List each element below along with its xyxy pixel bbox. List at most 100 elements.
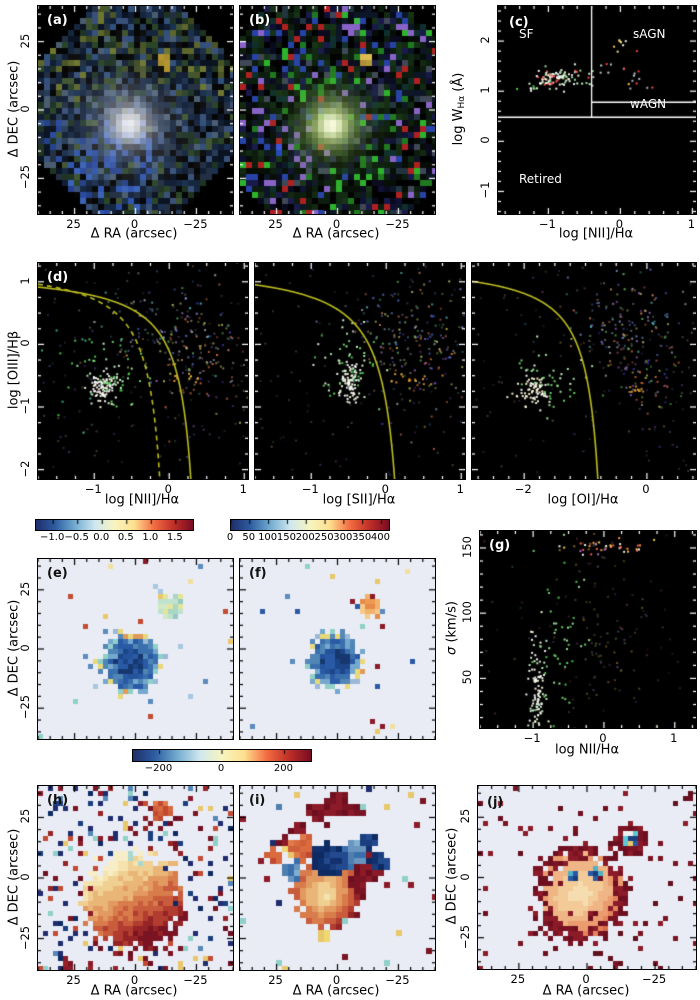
y-tick-label: 0 xyxy=(18,873,32,881)
x-tick-label: 0 xyxy=(582,972,590,986)
x-axis-label-c: log [NII]/Hα xyxy=(558,226,634,242)
panel-label-j: (j) xyxy=(487,795,504,810)
colorbar-tick-label: 0.0 xyxy=(93,532,110,543)
x-axis-label-a: Δ RA (arcsec) xyxy=(90,226,178,242)
x-tick-label: 0 xyxy=(130,217,139,231)
x-tick-label: −2 xyxy=(514,482,532,496)
x-tick-label: −25 xyxy=(385,217,410,231)
colorbar-tick-label: 1.0 xyxy=(142,532,159,543)
ylabel-c-main: log W xyxy=(451,108,466,146)
colorbar-tick-label: 0 xyxy=(226,532,234,543)
y-tick-label: 50 xyxy=(460,670,474,685)
panel-f-map-canvas xyxy=(239,558,436,740)
panel-label-g: (g) xyxy=(489,538,511,553)
colorbar-tick-label: 400 xyxy=(370,532,391,543)
panel-i-velocity-map-canvas xyxy=(239,785,436,971)
y-tick-label: 1 xyxy=(478,86,492,94)
colorbar-tick-label: 250 xyxy=(314,532,334,543)
region-label-sf: SF xyxy=(519,27,534,41)
colorbar-tick-label: 100 xyxy=(258,532,278,543)
x-tick-label: 0 xyxy=(615,217,624,231)
y-tick-label: 1 xyxy=(18,277,32,285)
colorbar-tick-label: 50 xyxy=(242,532,256,543)
colorbar-tick-label: 150 xyxy=(276,532,296,543)
panel-label-d: (d) xyxy=(47,270,69,285)
x-axis-label-d1: log [NII]/Hα xyxy=(104,492,180,508)
panel-d-bpt-sii-canvas xyxy=(254,262,466,480)
y-tick-label: −1 xyxy=(478,181,492,199)
colorbar-tick-label: −0.5 xyxy=(64,532,89,543)
colorbar-tick-label: 1.5 xyxy=(166,532,183,543)
ylabel-g-unit: (km/s) xyxy=(444,601,460,647)
x-tick-label: 25 xyxy=(268,973,283,987)
y-tick-label: 25 xyxy=(458,808,472,824)
panel-d-bpt-nii-canvas xyxy=(37,262,249,480)
panel-c-whan-diagram-canvas xyxy=(497,5,697,215)
x-tick-label: −1 xyxy=(523,731,541,745)
y-tick-label: −25 xyxy=(18,925,32,950)
y-tick-label: 0 xyxy=(18,644,32,652)
x-tick-label: 25 xyxy=(268,217,283,231)
x-axis-label-d3: log [OI]/Hα xyxy=(547,492,619,508)
y-tick-label: 0 xyxy=(458,872,472,881)
y-tick-label: 2 xyxy=(478,36,492,44)
y-tick-label: 0 xyxy=(478,136,492,144)
x-tick-label: 0 xyxy=(164,482,172,496)
x-tick-label: 1 xyxy=(670,731,678,745)
x-axis-label-d2: log [SII]/Hα xyxy=(322,492,396,508)
y-tick-label: 0 xyxy=(18,339,32,348)
x-tick-label: 25 xyxy=(510,972,526,986)
x-tick-label: −25 xyxy=(183,973,208,987)
x-tick-label: −25 xyxy=(183,217,208,231)
y-tick-label: −25 xyxy=(18,695,32,720)
colorbar-tick-label: 200 xyxy=(273,763,293,774)
x-tick-label: −1 xyxy=(301,482,319,496)
colorbar-tick-label: −1.0 xyxy=(40,532,65,543)
colorbar-f-canvas xyxy=(230,519,390,531)
colorbar-tick-label: 300 xyxy=(333,532,353,543)
x-axis-label-g: log NII/Hα xyxy=(554,742,620,758)
panel-label-e: (e) xyxy=(47,566,68,581)
x-tick-label: 25 xyxy=(66,217,81,231)
x-tick-label: 0 xyxy=(381,482,389,496)
x-axis-label-h: Δ RA (arcsec) xyxy=(90,983,178,999)
colorbar-tick-label: 0 xyxy=(217,763,225,774)
x-axis-label-b: Δ RA (arcsec) xyxy=(292,226,380,242)
x-tick-label: 0 xyxy=(332,217,341,231)
y-axis-label-g: σ (km/s) xyxy=(445,601,460,655)
ylabel-c-subscript: Hα xyxy=(457,95,467,109)
panel-e-map-canvas xyxy=(37,558,234,740)
panel-h-velocity-map-canvas xyxy=(37,785,234,971)
ylabel-g-sigma: σ xyxy=(444,646,460,655)
y-tick-label: −25 xyxy=(458,924,472,949)
y-tick-label: 25 xyxy=(18,581,32,597)
colorbar-tick-label: −200 xyxy=(144,763,173,774)
y-tick-label: −25 xyxy=(18,165,32,190)
x-axis-label-i: Δ RA (arcsec) xyxy=(292,983,380,999)
y-tick-label: 25 xyxy=(18,809,32,824)
panel-d-bpt-oi-canvas xyxy=(471,262,697,480)
x-tick-label: 0 xyxy=(642,482,650,496)
panel-label-i: (i) xyxy=(249,793,266,808)
x-tick-label: −25 xyxy=(385,973,410,987)
panel-label-f: (f) xyxy=(249,566,267,581)
colorbar-velocity-canvas xyxy=(132,749,312,762)
panel-label-b: (b) xyxy=(249,13,271,28)
region-label-wagn: wAGN xyxy=(630,97,667,111)
colorbar-tick-label: 0.5 xyxy=(117,532,134,543)
panel-j-velocity-map-canvas xyxy=(477,785,697,970)
y-tick-label: 100 xyxy=(460,601,474,624)
region-label-sagn: sAGN xyxy=(633,27,666,41)
panel-g-sigma-scatter-canvas xyxy=(479,530,697,729)
x-tick-label: 0 xyxy=(130,973,139,987)
x-tick-label: −1 xyxy=(538,217,556,231)
y-tick-label: 25 xyxy=(18,33,32,48)
x-tick-label: 0 xyxy=(332,973,341,987)
panel-label-h: (h) xyxy=(47,793,69,808)
x-tick-label: 0 xyxy=(599,731,607,745)
y-axis-label-c: log WHα (Å) xyxy=(451,73,467,146)
x-tick-label: −1 xyxy=(84,482,102,496)
colorbar-e-canvas xyxy=(35,519,194,531)
region-label-retired: Retired xyxy=(519,172,562,186)
ylabel-c-unit: (Å) xyxy=(451,72,466,96)
